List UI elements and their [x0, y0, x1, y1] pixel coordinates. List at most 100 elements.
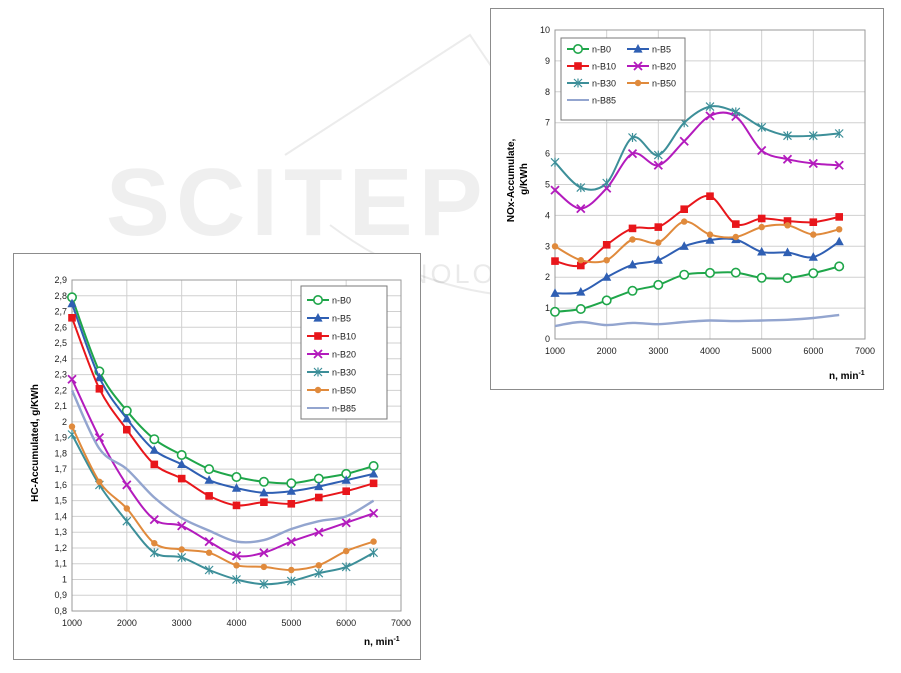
data-point-n-b10	[177, 474, 186, 483]
legend-marker	[634, 79, 642, 87]
y-tick-label: 1,9	[54, 433, 67, 443]
plot-axes: 0 1 2 3 4 5 6 7 8 9 10 1000 2000 3000 4000 5000 6000 7000	[540, 25, 875, 356]
data-point-n-b10	[369, 479, 378, 488]
data-point-n-b20	[149, 514, 159, 525]
data-point-n-b10	[654, 223, 663, 231]
data-point-n-b10	[835, 213, 843, 221]
y-tick-label: 7	[545, 118, 550, 128]
x-axis-label: n, min-1	[364, 636, 400, 648]
x-tick-label: 1000	[545, 346, 565, 356]
data-point-n-b20	[679, 136, 689, 146]
data-point-n-b30	[653, 150, 663, 160]
data-point-n-b10	[205, 492, 213, 500]
data-point-n-b20	[204, 536, 214, 547]
data-point-n-b20	[834, 160, 844, 170]
data-point-n-b30	[204, 565, 214, 575]
series-n-b30	[550, 102, 844, 193]
data-point-n-b30	[341, 562, 351, 572]
legend-marker	[313, 313, 323, 322]
data-point-n-b10	[123, 425, 131, 434]
data-point-n-b10	[150, 460, 159, 469]
plot-axes: 0,8 0,9 1 1,1 1,2 1,3 1,4 1,5 1,6 1,7 1,8 1,9 2 2,1 2,…	[54, 275, 411, 628]
data-point-n-b30	[369, 548, 379, 558]
y-tick-label: 10	[540, 25, 550, 35]
legend-label: n-B20	[332, 350, 356, 360]
legend-label: n-B0	[592, 45, 611, 55]
y-tick-label: 2	[545, 272, 550, 282]
y-tick-label: 1,6	[54, 480, 67, 490]
data-point-n-b5	[286, 486, 296, 495]
data-point-n-b0	[705, 267, 716, 278]
x-tick-label: 5000	[281, 618, 301, 628]
data-point-n-b0	[730, 267, 741, 278]
data-point-n-b10	[551, 257, 559, 265]
data-point-n-b50	[260, 563, 268, 571]
y-tick-label: 1,2	[54, 543, 67, 553]
data-point-n-b10	[95, 385, 104, 393]
legend-marker	[574, 62, 582, 70]
data-point-n-b50	[836, 226, 843, 233]
legend-item-n-b30: n-B30	[307, 367, 356, 378]
data-point-n-b30	[314, 568, 324, 578]
y-tick-label: 3	[545, 241, 550, 251]
legend-marker	[314, 386, 322, 394]
data-point-n-b50	[370, 538, 377, 545]
y-tick-label: 2,5	[54, 338, 67, 348]
legend-item-n-b20: n-B20	[307, 349, 356, 360]
y-tick-label: 0,8	[54, 606, 67, 616]
data-point-n-b5	[149, 445, 159, 454]
data-point-n-b20	[576, 203, 586, 214]
data-point-n-b5	[653, 255, 663, 264]
data-point-n-b5	[259, 487, 269, 497]
data-point-n-b10	[783, 217, 792, 225]
data-point-n-b50	[732, 233, 739, 241]
data-point-n-b10	[809, 218, 818, 226]
data-point-n-b10	[315, 493, 323, 502]
y-tick-label: 1,7	[54, 464, 67, 474]
legend-item-n-b50: n-B50	[307, 386, 356, 396]
data-point-n-b20	[259, 548, 269, 558]
y-tick-label: 2,2	[54, 385, 67, 395]
data-point-n-b50	[681, 218, 688, 225]
data-point-n-b5	[808, 252, 818, 261]
data-point-n-b0	[601, 295, 612, 306]
data-point-n-b20	[757, 145, 767, 156]
legend-label: n-B5	[652, 45, 671, 55]
data-point-n-b10	[757, 214, 766, 223]
data-point-n-b20	[314, 527, 324, 537]
x-tick-label: 6000	[336, 618, 356, 628]
series-n-b20	[550, 111, 844, 214]
data-point-n-b5	[369, 468, 379, 478]
x-tick-label: 7000	[855, 346, 875, 356]
series-n-b50	[551, 218, 843, 264]
data-point-n-b50	[151, 540, 158, 547]
series-layer	[66, 292, 379, 589]
y-tick-label: 2,8	[54, 291, 67, 301]
data-point-n-b0	[627, 285, 638, 296]
data-point-n-b10	[287, 500, 296, 508]
data-point-n-b10	[342, 487, 350, 495]
series-layer	[549, 102, 845, 328]
x-tick-label: 2000	[117, 618, 137, 628]
data-point-n-b50	[551, 243, 559, 250]
data-point-n-b0	[549, 306, 560, 317]
legend-marker	[314, 332, 322, 340]
x-tick-label: 7000	[391, 618, 411, 628]
data-point-n-b50	[315, 562, 322, 569]
chart-legend: n-B0 n-B5 n-B10 n-B20 n-B30 n-B50 n-B85	[560, 37, 686, 121]
data-point-n-b10	[577, 261, 585, 270]
data-point-n-b10	[232, 501, 241, 510]
y-tick-label: 9	[545, 56, 550, 66]
y-tick-label: 1,8	[54, 448, 67, 458]
data-point-n-b20	[94, 432, 105, 443]
legend-item-n-b0: n-B0	[307, 294, 351, 306]
data-point-n-b5	[679, 241, 689, 250]
y-tick-label: 1,1	[54, 559, 67, 569]
plot-area-border	[71, 279, 402, 612]
data-point-n-b5	[602, 272, 612, 281]
legend-label: n-B30	[592, 79, 616, 89]
data-point-n-b30	[122, 516, 132, 526]
data-point-n-b10	[628, 224, 637, 233]
data-point-n-b50	[810, 231, 817, 238]
data-point-n-b5	[782, 247, 793, 257]
